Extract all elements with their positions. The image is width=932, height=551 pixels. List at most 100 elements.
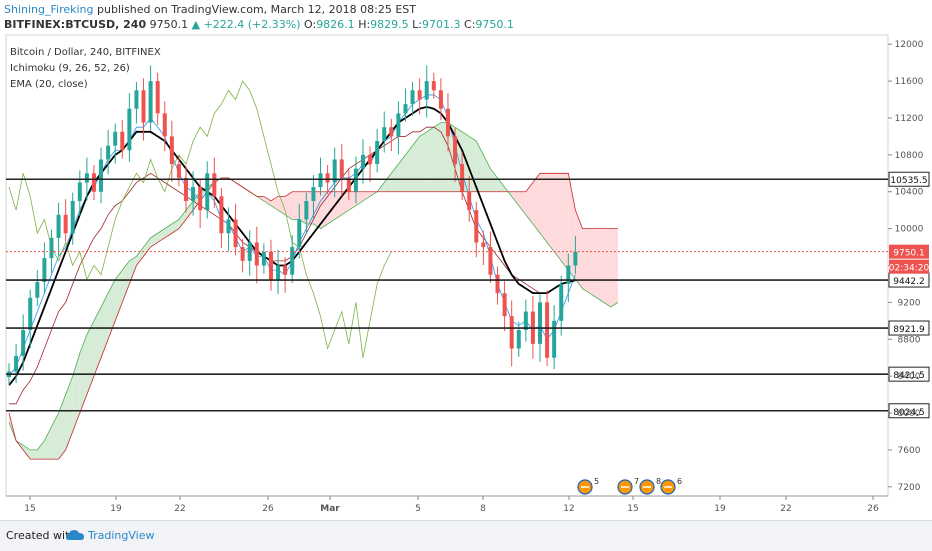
candle-body	[205, 173, 210, 211]
candle-body	[502, 293, 507, 317]
high-label: H:	[358, 18, 371, 31]
candle-body	[99, 159, 104, 192]
level-price-label: 8921.9	[893, 325, 925, 335]
candle-body	[481, 242, 486, 248]
low-label: L:	[412, 18, 423, 31]
candle-body	[63, 214, 68, 234]
cloud-segment	[93, 306, 102, 377]
price-axis[interactable]: 10535.5 9442.2 8921.9 8421.5 8024.5 7200 7600 8…	[888, 40, 930, 493]
cloud-segment	[341, 191, 349, 215]
cloud-segment	[405, 145, 413, 192]
candle-body	[70, 200, 75, 234]
cloud-segment	[37, 440, 45, 460]
candle-body	[212, 173, 217, 197]
candle-body	[467, 191, 472, 211]
cloud-segment	[30, 449, 38, 460]
x-tick-label: 15	[24, 504, 35, 514]
candle-body	[311, 187, 316, 201]
tradingview-brand-link[interactable]: TradingView	[88, 529, 155, 542]
cloud-segment	[129, 256, 137, 284]
candle-body	[184, 177, 188, 201]
cloud-segment	[143, 237, 151, 257]
cloud-segment	[554, 173, 562, 261]
cloud-segment	[603, 228, 611, 307]
candle-body	[438, 90, 443, 109]
y-tick-label: 10000	[895, 225, 924, 235]
candle-body	[382, 127, 387, 142]
level-price-label: 10535.5	[890, 176, 927, 186]
candle-body	[226, 219, 231, 234]
legend-symbol: Bitcoin / Dollar, 240, BITFINEX	[10, 47, 161, 58]
candle-body	[297, 219, 302, 248]
candle-body	[14, 355, 19, 372]
price-chart[interactable]: 10535.5 9442.2 8921.9 8421.5 8024.5 7200 7600 8…	[0, 33, 932, 520]
last-price-tag	[889, 244, 929, 259]
cloud-segment	[186, 200, 194, 220]
candle-body	[431, 81, 436, 91]
candle-body	[49, 237, 54, 259]
open-value: 9826.1	[316, 18, 355, 31]
chikou-line	[8, 80, 392, 358]
level-price-label: 9442.2	[893, 277, 925, 287]
candle-body	[325, 173, 330, 183]
x-tick-label: 12	[563, 504, 574, 514]
cloud-segment	[525, 182, 533, 225]
candle-body	[488, 247, 493, 275]
tradingview-cloud-icon	[66, 530, 84, 540]
cloud-segment	[355, 191, 363, 206]
candle-body	[148, 81, 153, 123]
open-label: O:	[304, 18, 317, 31]
cloud-segment	[575, 210, 583, 289]
cloud-segment	[547, 173, 555, 252]
candle-body	[127, 108, 132, 151]
candle-body	[191, 187, 196, 201]
y-tick-label: 11600	[895, 77, 924, 87]
candle-body	[410, 90, 415, 105]
y-tick-label: 8800	[898, 335, 921, 345]
y-tick-label: 12000	[895, 40, 924, 50]
candle-body	[353, 168, 358, 192]
time-axis[interactable]: 15 19 22 26 Mar 5 8 12 15 19 22 26	[6, 495, 888, 514]
published-text: published on TradingView.com, March 12, …	[97, 3, 417, 16]
last-price: 9750.1	[149, 18, 189, 31]
candle-body	[261, 251, 266, 266]
candle-body	[538, 302, 542, 344]
cloud-segment	[136, 247, 144, 266]
cloud-segment	[540, 173, 548, 243]
cloud-segment	[178, 210, 186, 229]
candle-body	[318, 173, 323, 188]
candle-body	[77, 182, 82, 201]
high-value: 9829.5	[370, 18, 409, 31]
author-link[interactable]: Shining_Fireking	[4, 3, 94, 16]
cloud-segment	[596, 228, 604, 303]
candle-body	[268, 251, 273, 280]
economic-events[interactable]: 5 7 8 6	[577, 477, 682, 495]
cloud-segment	[391, 164, 399, 192]
y-tick-label: 8000	[898, 409, 921, 419]
y-tick-label: 10400	[895, 188, 924, 198]
y-tick-label: 10800	[895, 151, 924, 161]
candle-body	[290, 247, 295, 275]
candle-body	[162, 113, 167, 137]
candle-body	[169, 136, 174, 165]
candle-body	[474, 210, 479, 243]
candle-body	[113, 131, 118, 146]
candle-body	[332, 159, 337, 183]
created-with-text: Created with	[6, 529, 77, 542]
candle-body	[523, 311, 528, 331]
candle-body	[559, 283, 564, 321]
x-tick-label: 26	[262, 504, 274, 514]
level-price-tag	[888, 171, 930, 187]
horizontal-levels[interactable]	[6, 178, 888, 412]
cloud-segment	[150, 233, 158, 248]
cloud-segment	[101, 293, 109, 358]
cloud-segment	[65, 376, 73, 450]
level-price-tag	[888, 366, 930, 382]
candle-body	[460, 164, 465, 192]
cloud-segment	[270, 196, 279, 211]
cloud-segment	[412, 136, 420, 192]
cloud-segment	[320, 191, 328, 229]
countdown-label: 02:34:20	[889, 264, 930, 274]
candle-body	[283, 265, 288, 275]
event-count-label: 7	[634, 477, 639, 486]
